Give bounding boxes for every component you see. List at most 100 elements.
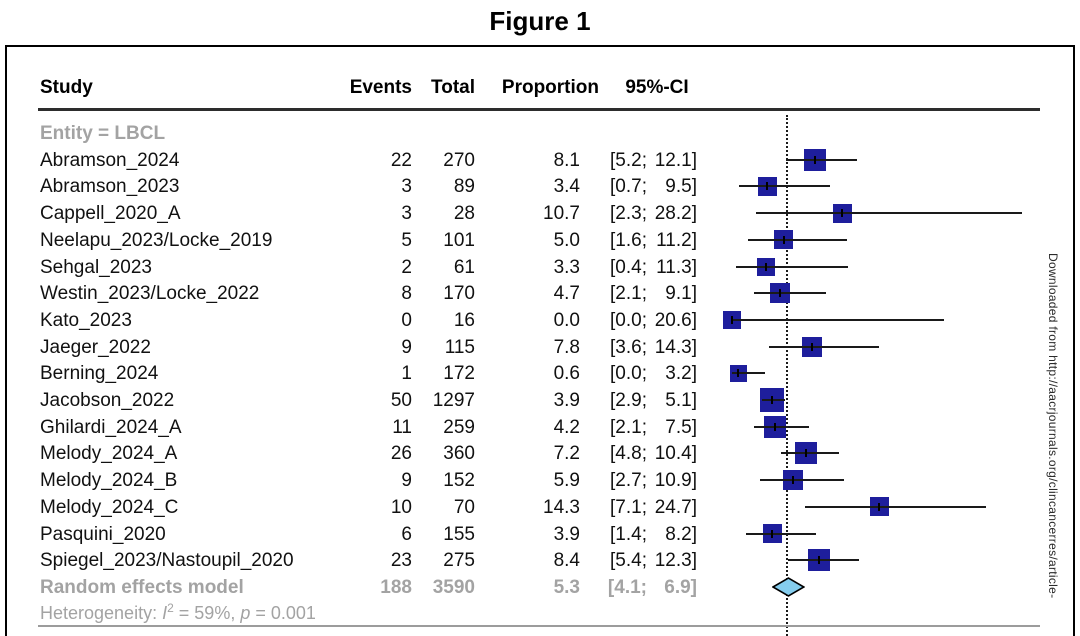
ci-high-cell: 8.2]	[665, 523, 697, 545]
summary-total: 3590	[432, 576, 475, 598]
ci-low-cell: [4.8;	[610, 443, 647, 465]
proportion-cell: 0.0	[553, 309, 580, 331]
proportion-cell: 8.4	[553, 550, 580, 572]
ci-high-cell: 28.2]	[654, 203, 697, 225]
events-cell: 6	[401, 523, 412, 545]
ci-line	[769, 345, 880, 348]
summary-events: 188	[380, 576, 412, 598]
total-cell: 275	[443, 550, 475, 572]
study-name-cell: Melody_2024_C	[40, 496, 179, 518]
events-cell: 10	[390, 496, 412, 518]
events-cell: 23	[390, 550, 412, 572]
study-name-cell: Abramson_2024	[40, 149, 180, 171]
ci-line	[739, 185, 830, 188]
figure-title: Figure 1	[489, 6, 591, 36]
ci-high-cell: 3.2]	[665, 363, 697, 385]
column-header-total: Total	[431, 77, 475, 98]
ci-low-cell: [3.6;	[610, 336, 647, 358]
point-estimate-tick	[817, 556, 820, 565]
proportion-cell: 10.7	[543, 203, 580, 225]
ci-line	[753, 425, 810, 428]
events-cell: 2	[401, 256, 412, 278]
heterogeneity-note: Heterogeneity: I2 = 59%, p = 0.001	[40, 600, 316, 623]
events-cell: 5	[401, 229, 412, 251]
events-cell: 9	[401, 470, 412, 492]
ci-high-cell: 20.6]	[654, 309, 697, 331]
proportion-cell: 5.9	[553, 470, 580, 492]
table-row: Ghilardi_2024_A 11 259 4.2 [2.1; 7.5]	[7, 414, 1073, 441]
proportion-cell: 0.6	[553, 363, 580, 385]
ci-low-cell: [5.2;	[610, 149, 647, 171]
ci-line	[805, 505, 987, 508]
ci-line	[761, 399, 785, 401]
subgroup-label: Entity = LBCL	[40, 123, 166, 144]
bottom-rule	[38, 625, 1040, 627]
study-name-cell: Berning_2024	[40, 363, 159, 385]
study-name-cell: Ghilardi_2024_A	[40, 416, 182, 438]
proportion-cell: 8.1	[553, 149, 580, 171]
point-estimate-tick	[805, 449, 808, 458]
study-name-cell: Kato_2023	[40, 309, 132, 331]
point-estimate-tick	[779, 289, 782, 298]
table-row: Sehgal_2023 2 61 3.3 [0.4; 11.3]	[7, 254, 1073, 281]
total-cell: 152	[443, 470, 475, 492]
total-cell: 61	[453, 256, 475, 278]
events-cell: 0	[401, 309, 412, 331]
events-cell: 11	[392, 416, 412, 438]
ci-low-cell: [2.7;	[610, 470, 647, 492]
point-estimate-tick	[791, 476, 794, 485]
total-cell: 170	[443, 283, 475, 305]
ci-high-cell: 11.2]	[656, 229, 697, 251]
table-row: Heterogeneity: I2 = 59%, p = 0.001	[7, 595, 1073, 623]
table-row: Berning_2024 1 172 0.6 [0.0; 3.2]	[7, 360, 1073, 387]
ci-low-cell: [2.3;	[610, 203, 647, 225]
ci-high-cell: 10.4]	[654, 443, 697, 465]
table-row: Melody_2024_B 9 152 5.9 [2.7; 10.9]	[7, 467, 1073, 494]
point-estimate-tick	[731, 315, 733, 324]
study-name-cell: Cappell_2020_A	[40, 203, 181, 225]
ci-high-cell: 5.1]	[665, 390, 697, 411]
ci-line	[759, 479, 845, 482]
events-cell: 9	[401, 336, 412, 358]
proportion-cell: 3.9	[553, 390, 580, 411]
events-cell: 3	[401, 176, 412, 198]
ci-high-cell: 12.1]	[654, 149, 697, 171]
summary-proportion: 5.3	[553, 576, 580, 598]
proportion-cell: 7.2	[553, 443, 580, 465]
ci-low-cell: [5.4;	[610, 550, 647, 572]
ci-low-cell: [2.1;	[610, 283, 647, 305]
study-name-cell: Jacobson_2022	[40, 390, 175, 411]
ci-low-cell: [0.7;	[610, 176, 647, 198]
total-cell: 360	[443, 443, 475, 465]
events-cell: 50	[390, 390, 412, 411]
total-cell: 172	[443, 363, 475, 385]
table-row: Spiegel_2023/Nastoupil_2020 23 275 8.4 [5.4;…	[7, 547, 1073, 574]
ci-line	[755, 212, 1023, 215]
table-row: Neelapu_2023/Locke_2019 5 101 5.0 [1.6; 11.2]	[7, 227, 1073, 254]
ci-line	[753, 292, 826, 295]
events-cell: 1	[401, 363, 412, 385]
point-estimate-tick	[771, 529, 774, 538]
table-row: Abramson_2024 22 270 8.1 [5.2; 12.1]	[7, 147, 1073, 174]
ci-low-cell: [7.1;	[610, 496, 647, 518]
total-cell: 28	[453, 203, 475, 225]
proportion-cell: 5.0	[553, 229, 580, 251]
point-estimate-tick	[814, 155, 817, 164]
study-name-cell: Melody_2024_A	[40, 443, 178, 465]
study-name-cell: Melody_2024_B	[40, 470, 178, 492]
ci-high-cell: 9.5]	[665, 176, 697, 198]
summary-diamond	[772, 576, 806, 597]
ci-high-cell: 11.3]	[656, 256, 697, 278]
ci-high-cell: 24.7]	[654, 496, 697, 518]
study-name-cell: Jaeger_2022	[40, 336, 151, 358]
ci-line	[736, 265, 849, 268]
table-row: Cappell_2020_A 3 28 10.7 [2.3; 28.2]	[7, 200, 1073, 227]
total-cell: 270	[443, 149, 475, 171]
header-rule	[38, 108, 1040, 111]
total-cell: 115	[444, 336, 475, 358]
pooled-estimate-line	[785, 115, 788, 636]
watermark-text: Downloaded from http://aacrjournals.org/…	[1046, 253, 1060, 599]
table-row: Melody_2024_A 26 360 7.2 [4.8; 10.4]	[7, 440, 1073, 467]
total-cell: 155	[443, 523, 475, 545]
